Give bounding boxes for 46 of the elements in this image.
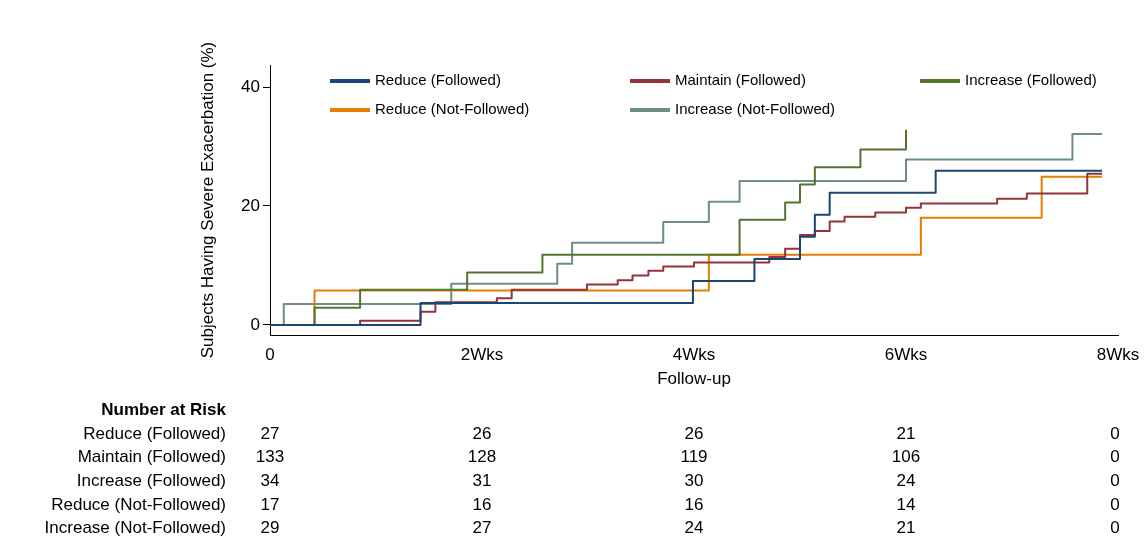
- y-axis-title: Subjects Having Severe Exacerbation (%): [197, 41, 217, 359]
- text: 27: [260, 423, 280, 443]
- legend-label: Reduce (Followed): [375, 71, 501, 89]
- y-tick-label: 40: [241, 76, 260, 96]
- x-tick-label: 0: [265, 344, 275, 364]
- legend-label: Reduce (Not-Followed): [375, 100, 530, 118]
- text: Maintain (Followed): [77, 447, 226, 467]
- text: 106: [891, 447, 921, 467]
- text: 119: [680, 447, 708, 467]
- text: 29: [260, 518, 280, 538]
- legend-label: Increase (Not-Followed): [675, 100, 836, 118]
- text: 31: [472, 471, 492, 491]
- text: Reduce (Not-Followed): [51, 494, 226, 514]
- text: Number at Risk: [101, 399, 227, 419]
- x-tick-label: 8Wks: [1096, 344, 1140, 364]
- text: 30: [684, 471, 704, 491]
- text: Increase (Followed): [76, 471, 226, 491]
- x-axis-title: Follow-up: [657, 369, 731, 389]
- x-tick-label: 6Wks: [884, 344, 928, 364]
- text: 34: [260, 471, 280, 491]
- x-tick-label: 2Wks: [460, 344, 504, 364]
- text: Increase (Not-Followed): [44, 518, 226, 538]
- text: Reduce (Followed): [83, 423, 226, 443]
- text: 128: [467, 447, 497, 467]
- text: 17: [260, 494, 280, 514]
- text: 133: [255, 447, 285, 467]
- text: 24: [896, 471, 916, 491]
- text: 0: [1110, 518, 1120, 538]
- y-tick-label: 20: [241, 195, 260, 215]
- text: 27: [472, 518, 492, 538]
- text: 16: [472, 494, 492, 514]
- legend-label: Increase (Followed): [965, 71, 1097, 89]
- text: 0: [1110, 471, 1120, 491]
- text: 26: [472, 423, 492, 443]
- text: 0: [1110, 494, 1120, 514]
- legend-label: Maintain (Followed): [675, 71, 806, 89]
- text: 16: [684, 494, 704, 514]
- x-tick-label: 4Wks: [672, 344, 716, 364]
- text: 24: [684, 518, 704, 538]
- text: 0: [1110, 423, 1120, 443]
- text: 14: [896, 494, 916, 514]
- text: 0: [1110, 447, 1120, 467]
- text: 26: [684, 423, 704, 443]
- y-tick-label: 0: [250, 314, 260, 334]
- text: 21: [896, 518, 916, 538]
- text: 21: [896, 423, 916, 443]
